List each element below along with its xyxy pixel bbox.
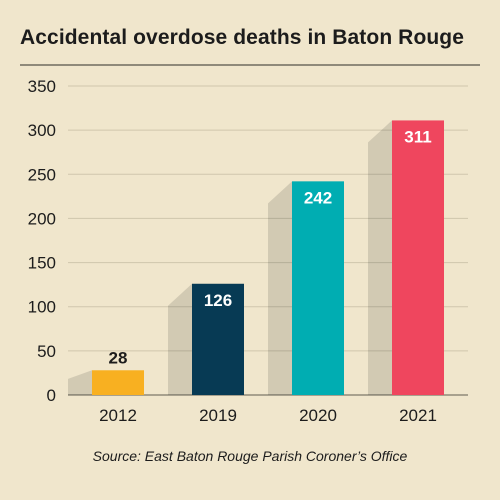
bar — [292, 181, 344, 395]
source-note: Source: East Baton Rouge Parish Coroner’… — [92, 448, 408, 464]
bar-shadow — [168, 283, 192, 395]
y-tick-label: 100 — [28, 298, 56, 317]
bar-shadow — [68, 370, 92, 395]
bar-value-label: 126 — [204, 291, 232, 310]
bar-shadow — [268, 181, 292, 395]
x-tick-label: 2020 — [299, 406, 337, 425]
y-tick-label: 200 — [28, 209, 56, 228]
bar-value-label: 311 — [404, 127, 431, 146]
title-rule — [20, 64, 480, 66]
y-tick-label: 150 — [28, 254, 56, 273]
bar — [92, 370, 144, 395]
y-tick-label: 300 — [28, 121, 56, 140]
y-tick-label: 250 — [28, 165, 56, 184]
bar-shadow — [368, 120, 392, 395]
x-tick-label: 2012 — [99, 406, 137, 425]
x-tick-label: 2021 — [399, 406, 437, 425]
bar-value-label: 28 — [109, 348, 128, 367]
x-tick-label: 2019 — [199, 406, 237, 425]
bar — [392, 120, 444, 395]
bar-value-label: 242 — [304, 188, 332, 207]
y-tick-label: 50 — [37, 342, 56, 361]
bar — [192, 283, 244, 395]
chart-title: Accidental overdose deaths in Baton Roug… — [20, 26, 465, 49]
y-tick-label: 350 — [28, 77, 56, 96]
y-tick-label: 0 — [47, 386, 56, 405]
